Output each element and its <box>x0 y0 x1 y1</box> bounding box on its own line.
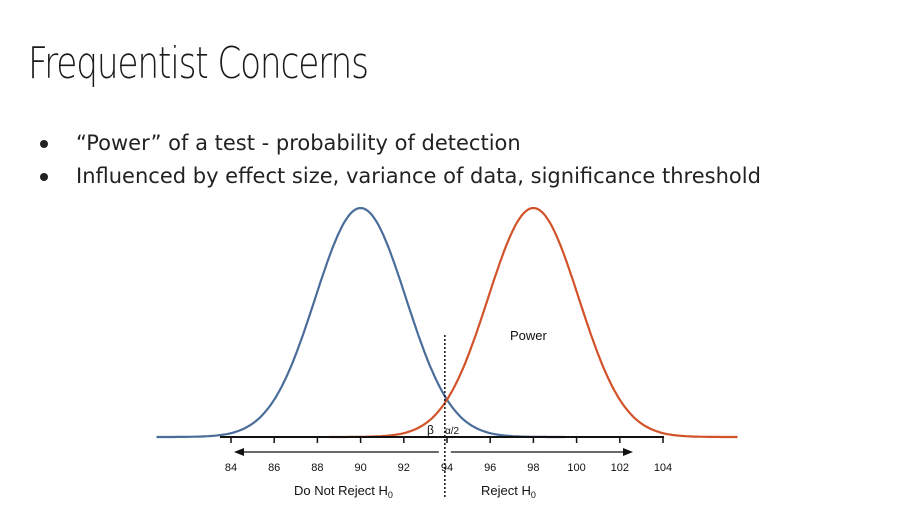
annotation-group: Power β α/2 Do Not Reject H0 Reject H0 <box>294 328 548 500</box>
bullet-item: Influenced by effect size, variance of d… <box>40 160 761 193</box>
tick-label: 104 <box>654 462 672 474</box>
tick-label: 100 <box>567 462 585 474</box>
h0-subscript: 0 <box>531 490 536 500</box>
bullet-list: “Power” of a test - probability of detec… <box>40 127 761 193</box>
distribution-curve-2 <box>329 207 738 439</box>
slide-title: Frequentist Concerns <box>28 38 369 89</box>
curve-group <box>156 207 738 439</box>
h0-subscript: 0 <box>388 490 393 500</box>
tick-label: 92 <box>398 462 410 474</box>
tick-label: 102 <box>611 462 629 474</box>
reject-label: Reject H0 <box>481 483 536 500</box>
do-not-reject-text: Do Not Reject H <box>294 483 388 498</box>
bullet-dot-icon <box>40 140 48 148</box>
power-label: Power <box>510 328 548 343</box>
bullet-item: “Power” of a test - probability of detec… <box>40 127 761 160</box>
tick-label: 94 <box>441 462 453 474</box>
beta-label: β <box>427 423 434 437</box>
bullet-text: “Power” of a test - probability of detec… <box>76 131 521 155</box>
bullet-dot-icon <box>40 173 48 181</box>
tick-label: 84 <box>225 462 237 474</box>
tick-label: 98 <box>527 462 539 474</box>
do-not-reject-label: Do Not Reject H0 <box>294 483 393 500</box>
tick-label: 88 <box>311 462 323 474</box>
tick-label: 96 <box>484 462 496 474</box>
distribution-curve-1 <box>156 207 565 439</box>
arrow-right-icon <box>623 448 633 456</box>
arrow-left-icon <box>234 448 244 456</box>
x-axis: 84 86 88 90 92 94 96 98 100 102 104 <box>220 335 672 497</box>
reject-text: Reject H <box>481 483 531 498</box>
bullet-text: Influenced by effect size, variance of d… <box>76 164 761 188</box>
tick-label: 86 <box>268 462 280 474</box>
alpha-half-label: α/2 <box>445 426 460 437</box>
tick-label: 90 <box>354 462 366 474</box>
